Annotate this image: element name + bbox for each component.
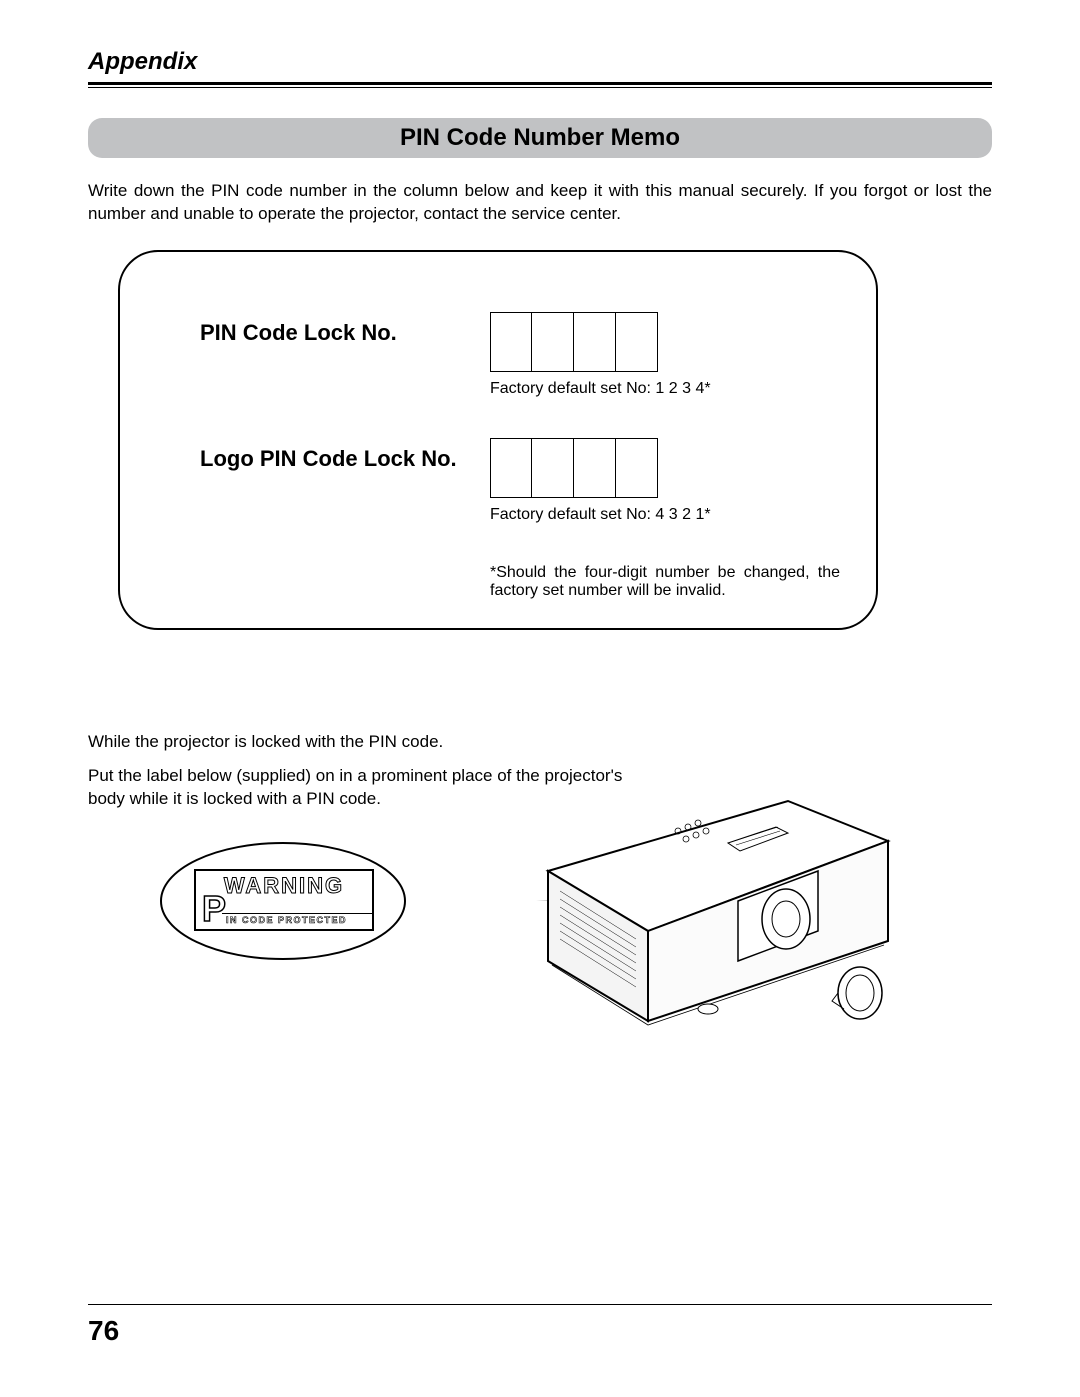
page-number: 76: [88, 1315, 119, 1347]
warning-subtitle: IN CODE PROTECTED: [226, 915, 347, 925]
warning-big-letter: P: [202, 891, 226, 927]
digit-box[interactable]: [616, 438, 658, 498]
intro-text: Write down the PIN code number in the co…: [88, 180, 992, 226]
logo-pin-row: Logo PIN Code Lock No. Factory default s…: [200, 438, 836, 524]
memo-box: PIN Code Lock No. Factory default set No…: [118, 250, 878, 630]
logo-digit-boxes[interactable]: [490, 438, 836, 498]
pin-label: PIN Code Lock No.: [200, 320, 490, 346]
digit-box[interactable]: [574, 312, 616, 372]
protected-underline: [222, 913, 372, 914]
digit-box[interactable]: [490, 312, 532, 372]
digit-box[interactable]: [574, 438, 616, 498]
digit-box[interactable]: [490, 438, 532, 498]
pin-row: PIN Code Lock No. Factory default set No…: [200, 312, 836, 398]
warning-label-ellipse: WARNING P IN CODE PROTECTED: [158, 841, 408, 961]
logo-default-text: Factory default set No: 4 3 2 1*: [490, 506, 836, 524]
footer-rule: [88, 1304, 992, 1305]
diagram-area: WARNING P IN CODE PROTECTED: [88, 821, 992, 1101]
locked-line1: While the projector is locked with the P…: [88, 730, 648, 754]
projector-icon: [508, 791, 928, 1071]
digit-box[interactable]: [532, 438, 574, 498]
digit-box[interactable]: [616, 312, 658, 372]
warning-box: WARNING P IN CODE PROTECTED: [194, 869, 374, 931]
pin-default-text: Factory default set No: 1 2 3 4*: [490, 380, 836, 398]
logo-pin-label: Logo PIN Code Lock No.: [200, 446, 490, 472]
pin-digit-boxes[interactable]: [490, 312, 836, 372]
digit-box[interactable]: [532, 312, 574, 372]
header-rule-thick: [88, 82, 992, 85]
title-banner: PIN Code Number Memo: [88, 118, 992, 158]
footnote-text: *Should the four-digit number be changed…: [490, 564, 840, 600]
header-rule-thin: [88, 87, 992, 88]
section-header: Appendix: [88, 48, 992, 82]
